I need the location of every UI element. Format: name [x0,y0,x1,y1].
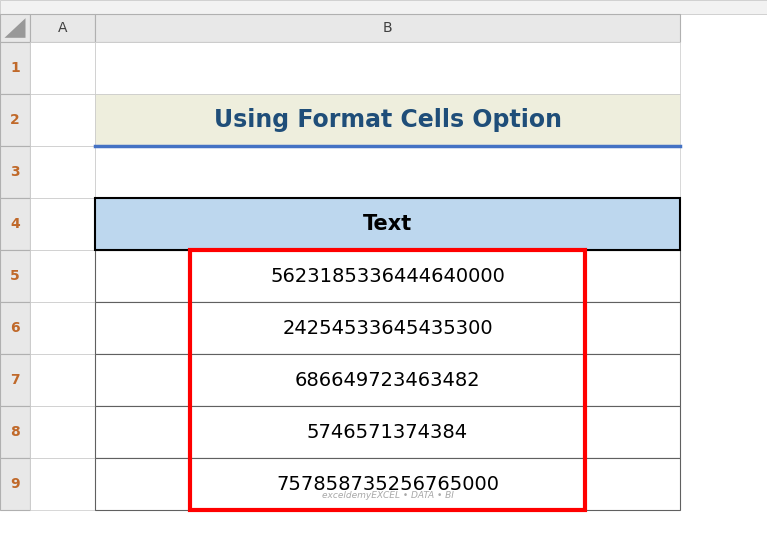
Bar [95,42,680,94]
Text: 5746571374384: 5746571374384 [307,423,468,441]
Bar [0,406,30,458]
Text: 6: 6 [10,321,20,335]
Polygon shape [5,18,25,38]
Bar [0,0,767,14]
Bar [30,302,95,354]
Text: 757858735256765000: 757858735256765000 [276,474,499,494]
Bar [95,354,680,406]
Text: 5: 5 [10,269,20,283]
Bar [95,146,680,198]
Bar [0,302,30,354]
Bar [0,146,30,198]
Bar [30,14,95,42]
Text: A: A [58,21,67,35]
Bar [0,14,30,42]
Text: 3: 3 [10,165,20,179]
Bar [30,198,95,250]
Bar [30,94,95,146]
Text: B: B [383,21,392,35]
Bar [0,354,30,406]
Bar [95,250,680,302]
Text: 9: 9 [10,477,20,491]
Text: 24254533645435300: 24254533645435300 [282,318,493,338]
Text: 2: 2 [10,113,20,127]
Bar [30,42,95,94]
Text: Text: Text [363,214,412,234]
Text: 8: 8 [10,425,20,439]
Bar [0,42,30,94]
Bar [0,94,30,146]
Bar [0,458,30,510]
Bar [30,406,95,458]
Text: exceldemyEXCEL • DATA • BI: exceldemyEXCEL • DATA • BI [321,491,453,500]
Bar [30,250,95,302]
Bar [0,198,30,250]
Bar [30,458,95,510]
Text: 7: 7 [10,373,20,387]
Bar [30,354,95,406]
Bar [95,302,680,354]
Bar [95,198,680,250]
Bar [190,250,585,510]
Text: 1: 1 [10,61,20,75]
Bar [95,14,680,42]
Bar [95,94,680,146]
Bar [30,146,95,198]
Text: 4: 4 [10,217,20,231]
Text: 5623185336444640000: 5623185336444640000 [270,266,505,285]
Text: 686649723463482: 686649723463482 [295,371,480,389]
Bar [95,458,680,510]
Text: Using Format Cells Option: Using Format Cells Option [213,108,561,132]
Bar [0,250,30,302]
Bar [95,406,680,458]
